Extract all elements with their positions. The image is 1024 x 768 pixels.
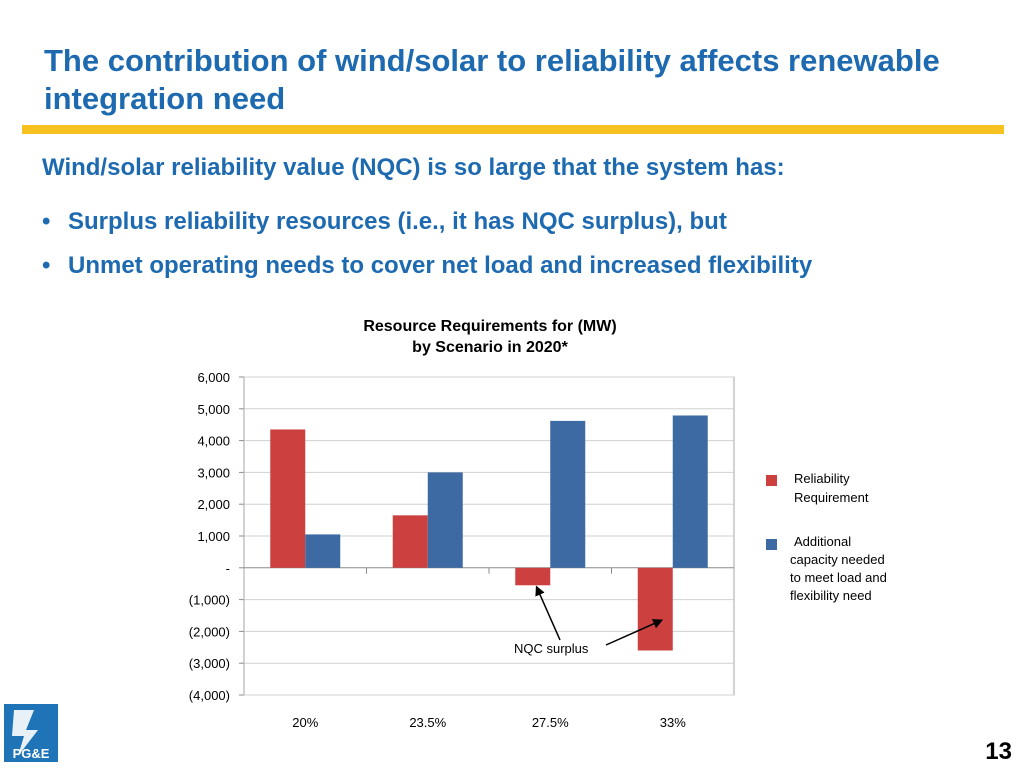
bar-reliability xyxy=(637,567,673,651)
bullet-marker: • xyxy=(42,252,51,279)
annotation-arrow xyxy=(535,585,561,641)
legend-label-additional: Additional capacity needed to meet load … xyxy=(790,533,887,605)
x-tick-label: 27.5% xyxy=(532,715,569,730)
bullet-text: Unmet operating needs to cover net load … xyxy=(68,252,813,279)
x-tick-label: 23.5% xyxy=(409,715,446,730)
x-tick-label: 33% xyxy=(660,715,686,730)
title-divider xyxy=(22,125,1004,134)
bullet-item: • Unmet operating needs to cover net load… xyxy=(42,244,812,288)
y-tick-label: 6,000 xyxy=(197,370,230,385)
y-tick-label: 5,000 xyxy=(197,402,230,417)
bullet-list: • Surplus reliability resources (i.e., it… xyxy=(42,200,812,288)
legend-line: Requirement xyxy=(794,490,869,505)
logo-text: PG&E xyxy=(13,746,50,761)
bar-additional xyxy=(305,534,341,568)
legend-line: Reliability xyxy=(794,471,850,486)
legend-line: flexibility need xyxy=(790,588,872,603)
lead-text: Wind/solar reliability value (NQC) is so… xyxy=(42,154,785,181)
y-tick-label: 4,000 xyxy=(197,434,230,449)
legend-line: to meet load and xyxy=(790,570,887,585)
x-tick-label: 20% xyxy=(292,715,318,730)
bar-additional xyxy=(672,415,708,568)
page-number: 13 xyxy=(985,738,1012,765)
chart-title: Resource Requirements for (MW) by Scenar… xyxy=(300,316,680,358)
legend-line: Additional xyxy=(794,534,852,549)
annotation-arrow xyxy=(605,619,664,646)
legend-label-reliability: Reliability Requirement xyxy=(794,469,868,507)
chart-title-line: by Scenario in 2020* xyxy=(412,339,568,356)
legend-line: capacity needed xyxy=(790,552,885,567)
y-tick-label: (4,000) xyxy=(189,688,230,703)
y-tick-label: 2,000 xyxy=(197,497,230,512)
bullet-text: Surplus reliability resources (i.e., it … xyxy=(68,208,727,235)
y-tick-label: (2,000) xyxy=(189,624,230,639)
bar-reliability xyxy=(392,515,428,568)
y-tick-label: (1,000) xyxy=(189,593,230,608)
slide-title: The contribution of wind/solar to reliab… xyxy=(44,43,940,116)
y-tick-label: - xyxy=(226,561,230,576)
legend-swatch-reliability xyxy=(766,475,777,486)
y-tick-label: (3,000) xyxy=(189,656,230,671)
y-tick-label: 3,000 xyxy=(197,465,230,480)
bar-reliability xyxy=(270,429,306,568)
chart-title-line: Resource Requirements for (MW) xyxy=(363,318,617,335)
bar-additional xyxy=(550,420,586,568)
legend-swatch-additional xyxy=(766,539,777,550)
bullet-item: • Surplus reliability resources (i.e., it… xyxy=(42,200,812,244)
bullet-marker: • xyxy=(42,208,51,235)
pge-logo-icon: PG&E xyxy=(4,704,58,762)
bar-reliability xyxy=(515,567,551,586)
y-tick-label: 1,000 xyxy=(197,529,230,544)
nqc-surplus-annotation: NQC surplus xyxy=(512,641,591,656)
bar-additional xyxy=(427,472,463,568)
